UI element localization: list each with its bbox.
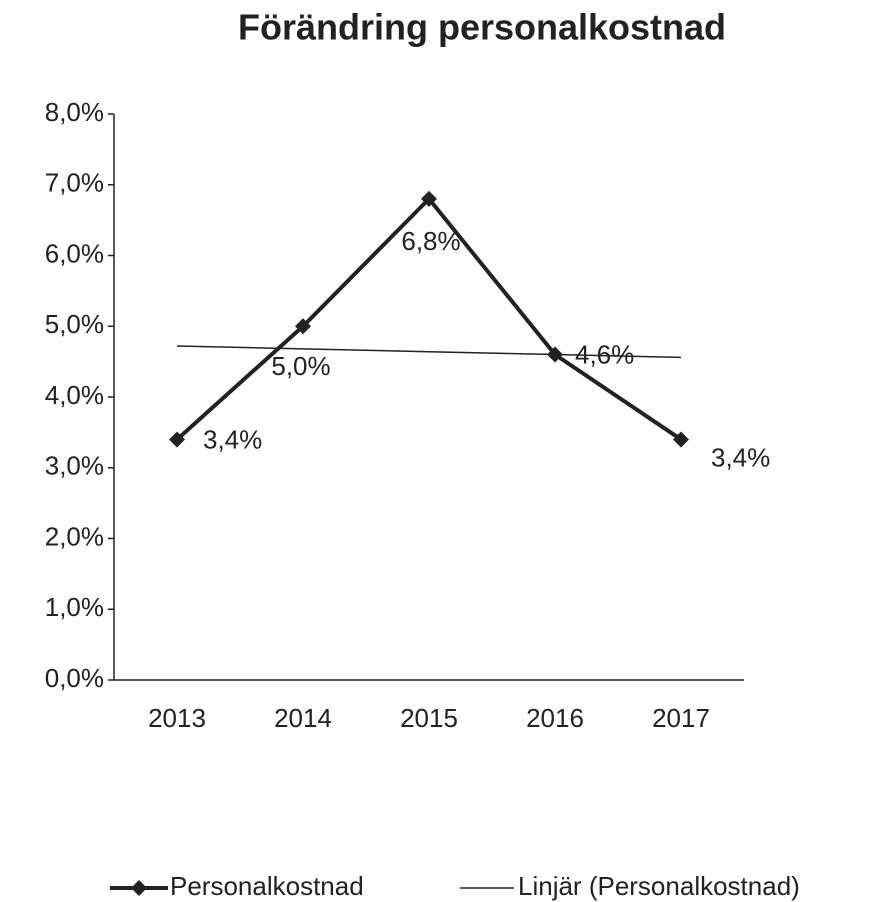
y-tick-label: 3,0% [45, 451, 104, 481]
legend-marker [131, 880, 147, 896]
y-tick-label: 5,0% [45, 309, 104, 339]
y-tick-label: 0,0% [45, 663, 104, 693]
y-tick-label: 2,0% [45, 521, 104, 551]
marker [421, 190, 437, 207]
y-tick-label: 8,0% [45, 97, 104, 127]
legend-label: Personalkostnad [170, 871, 364, 901]
y-tick-label: 1,0% [45, 592, 104, 622]
data-label: 3,4% [711, 442, 770, 472]
marker [169, 431, 185, 448]
data-label: 4,6% [575, 339, 634, 369]
y-tick-label: 7,0% [45, 168, 104, 198]
legend-label: Linjär (Personalkostnad) [518, 871, 800, 901]
data-label: 6,8% [401, 226, 460, 256]
data-label: 3,4% [203, 424, 262, 454]
y-tick-label: 6,0% [45, 238, 104, 268]
y-tick-label: 4,0% [45, 380, 104, 410]
chart-title: Förändring personalkostnad [238, 7, 726, 48]
x-tick-label: 2016 [526, 703, 584, 733]
marker [295, 318, 311, 335]
data-label: 5,0% [271, 351, 330, 381]
x-tick-label: 2015 [400, 703, 458, 733]
trend-line [176, 345, 682, 359]
x-tick-label: 2014 [274, 703, 332, 733]
x-tick-label: 2017 [652, 703, 710, 733]
marker [673, 431, 689, 448]
x-tick-label: 2013 [148, 703, 206, 733]
